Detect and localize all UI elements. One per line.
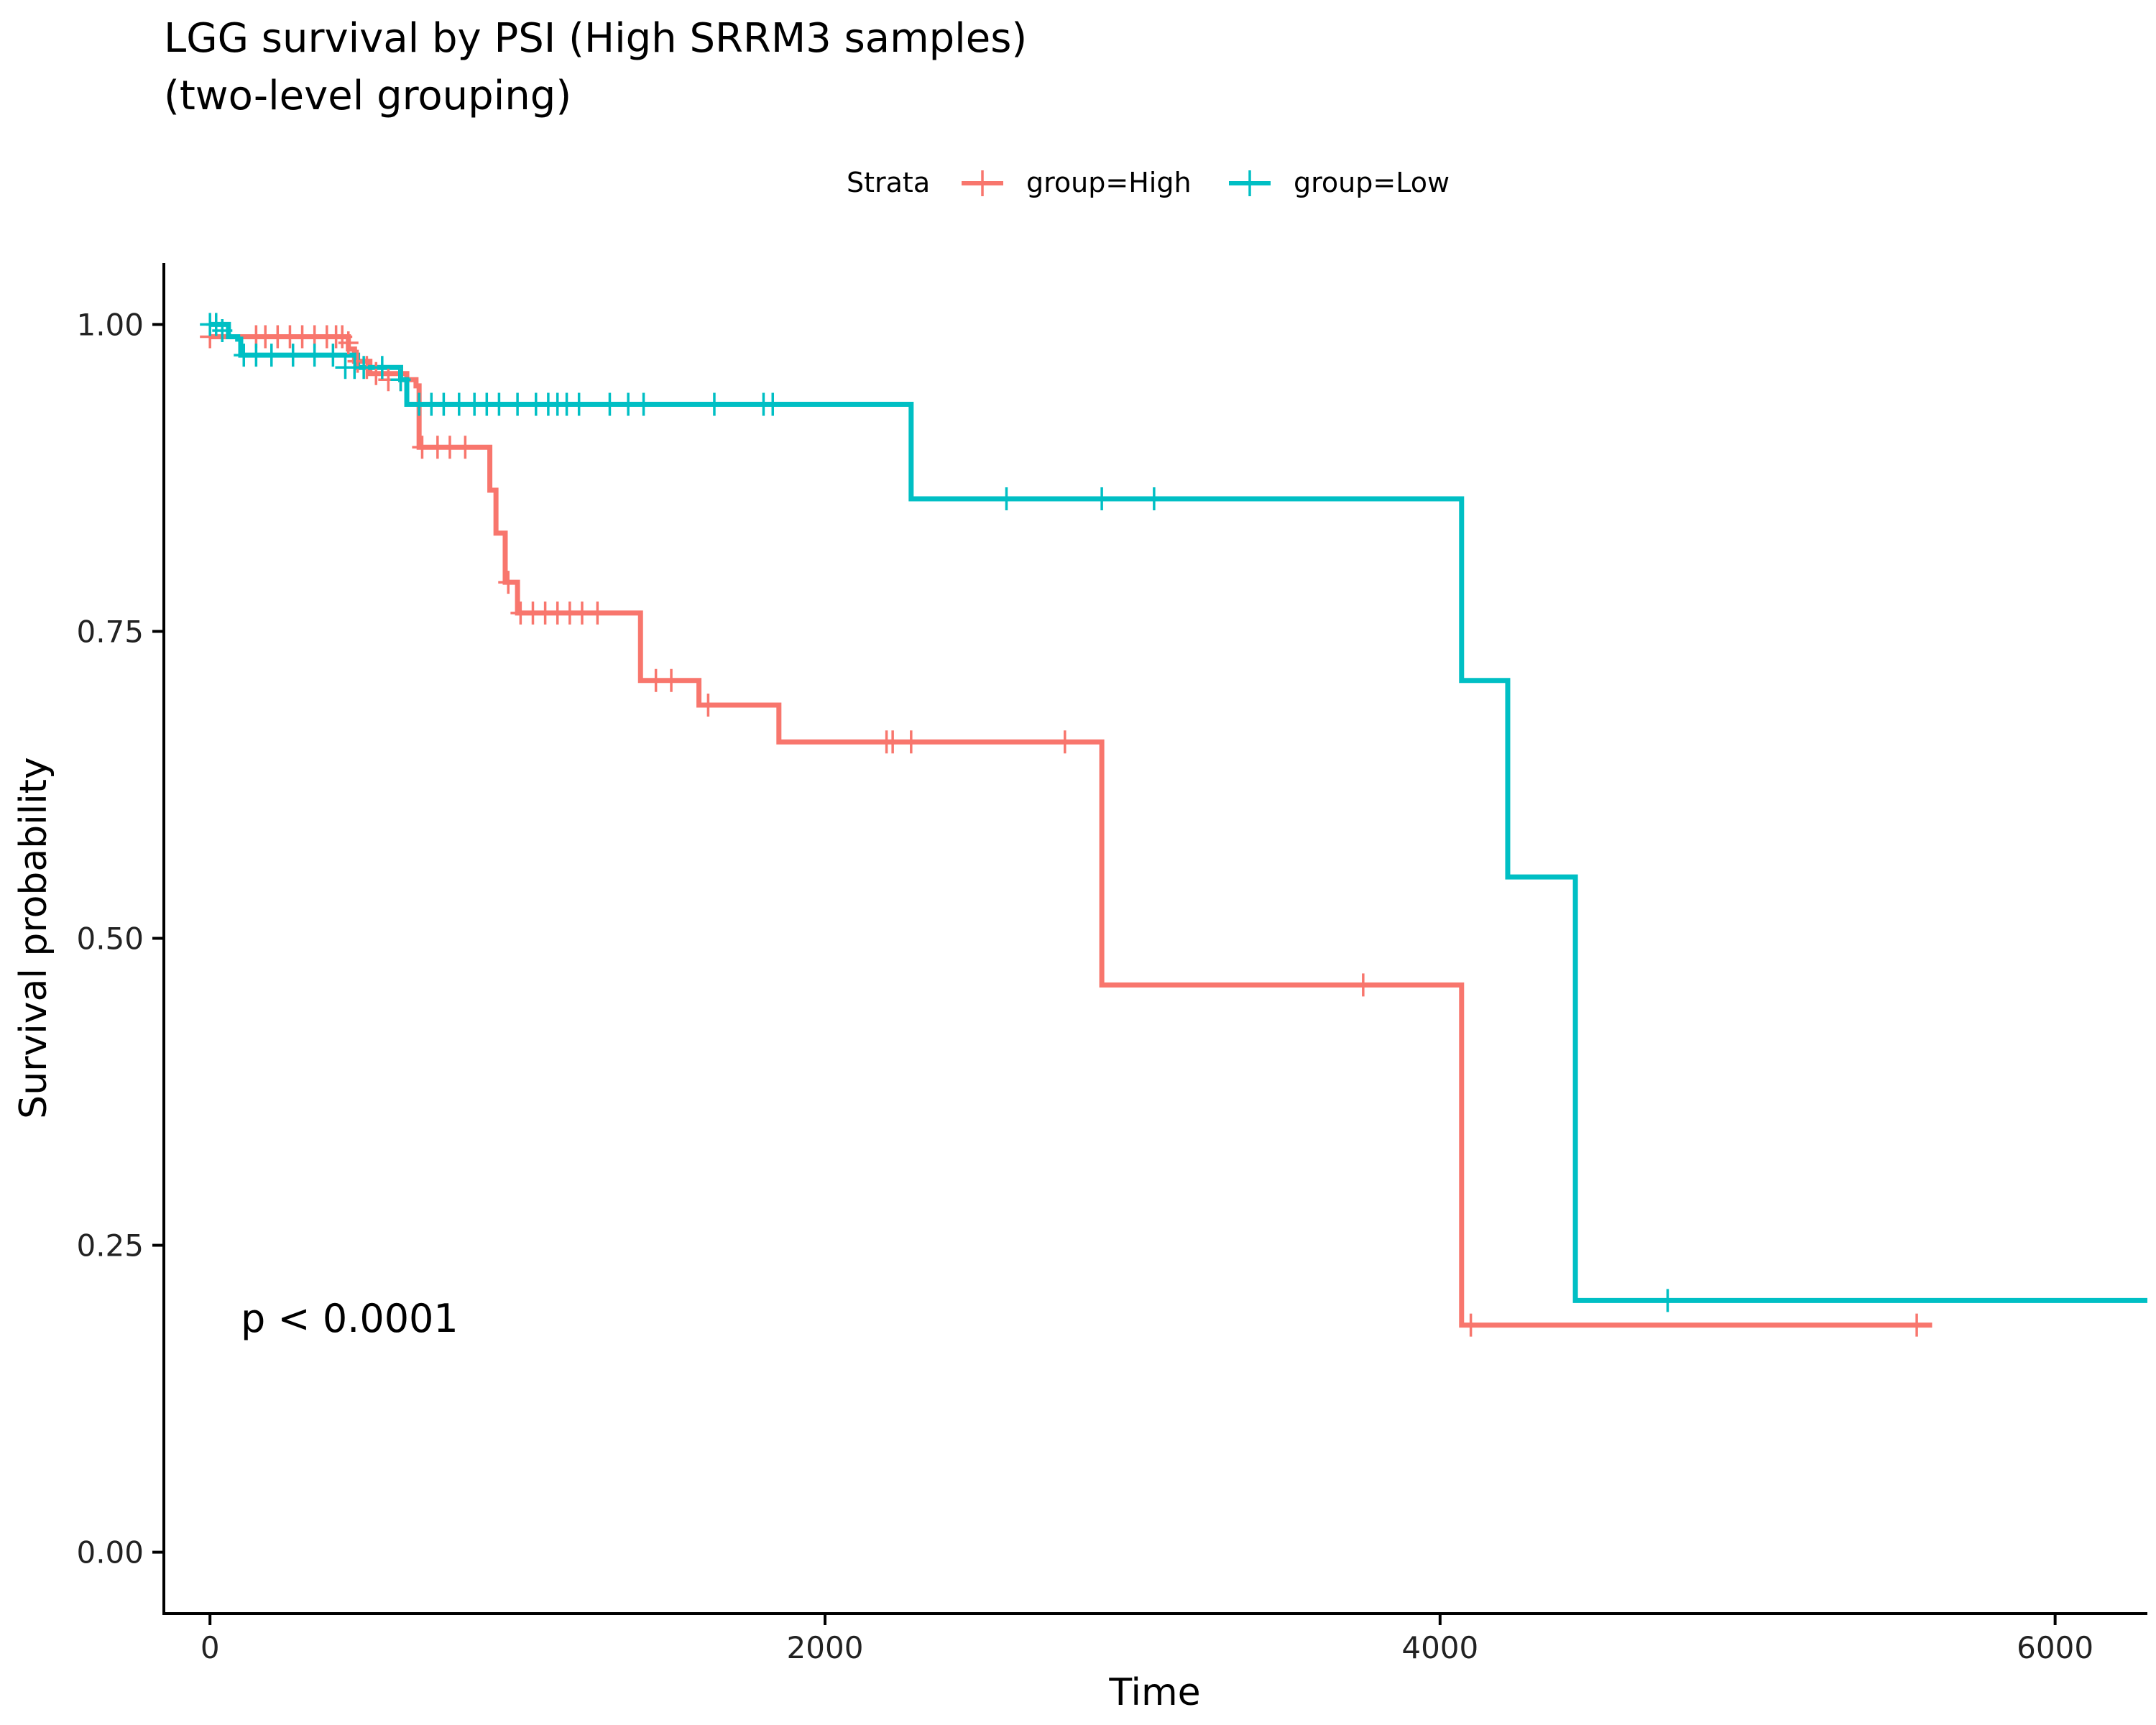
y-tick-label: 0.25: [76, 1228, 144, 1264]
censor-mark: [282, 344, 303, 367]
curve-high: [210, 334, 1932, 1328]
legend-label: group=Low: [1294, 167, 1450, 198]
legend-title: Strata: [847, 167, 930, 198]
censor-mark: [212, 318, 233, 342]
censor-mark: [1657, 1289, 1678, 1312]
censor-mark: [633, 392, 654, 416]
chart-title-line-1: LGG survival by PSI (High SRRM3 samples): [164, 15, 1027, 62]
censor-mark: [900, 730, 921, 754]
censor-mark: [661, 668, 682, 692]
y-tick-label: 0.50: [76, 921, 144, 957]
legend: Strata group=High group=Low: [847, 167, 1450, 198]
chart-title: LGG survival by PSI (High SRRM3 samples)…: [164, 15, 1027, 119]
plot-area: [200, 313, 2147, 1337]
censor-mark: [599, 392, 620, 416]
axes: 0 2000 4000 6000 0.00 0.25 0.50 0.75 1.00: [76, 263, 2147, 1665]
censor-mark: [338, 331, 359, 355]
censor-mark: [390, 368, 411, 392]
censor-mark: [498, 571, 519, 594]
x-tick-label: 0: [201, 1630, 220, 1665]
censor-mark: [1353, 973, 1373, 997]
x-ticks: 0 2000 4000 6000: [201, 1614, 2093, 1665]
y-tick-label: 0.75: [76, 614, 144, 649]
censor-mark: [261, 344, 282, 367]
p-value-annotation: p < 0.0001: [241, 1296, 459, 1341]
y-axis-title: Survival probability: [12, 757, 55, 1119]
censor-mark: [1054, 730, 1075, 754]
censor-mark: [455, 436, 476, 459]
y-ticks: 0.00 0.25 0.50 0.75 1.00: [76, 307, 164, 1570]
censor-mark: [1143, 487, 1164, 510]
legend-item-high: group=High: [962, 167, 1192, 198]
x-tick-label: 4000: [1401, 1630, 1478, 1665]
legend-items: group=High group=Low: [962, 167, 1450, 198]
censor-marks: [200, 313, 1927, 1337]
x-tick-label: 2000: [787, 1630, 864, 1665]
censor-mark: [304, 344, 325, 367]
censor-mark: [568, 392, 589, 416]
censor-mark: [704, 392, 724, 416]
legend-item-low: group=Low: [1229, 167, 1450, 198]
censor-mark: [883, 730, 903, 754]
censor-mark: [763, 392, 783, 416]
survival-curves: [210, 321, 2147, 1328]
y-tick-label: 1.00: [76, 307, 144, 342]
censor-mark: [1907, 1313, 1927, 1337]
censor-mark: [587, 601, 608, 625]
curve-low: [210, 321, 2147, 1303]
censor-mark: [372, 356, 392, 380]
chart-title-line-2: (two-level grouping): [164, 73, 571, 119]
censor-mark: [1460, 1313, 1481, 1337]
censor-mark: [354, 356, 374, 380]
censor-mark: [507, 392, 528, 416]
y-tick-label: 0.00: [76, 1535, 144, 1570]
censor-mark: [323, 344, 344, 367]
censor-mark: [996, 487, 1017, 510]
censor-mark: [1092, 487, 1112, 510]
legend-label: group=High: [1026, 167, 1192, 198]
censor-mark: [489, 392, 510, 416]
censor-mark: [698, 693, 719, 717]
x-tick-label: 6000: [2017, 1630, 2093, 1665]
x-axis-title: Time: [1108, 1671, 1200, 1714]
